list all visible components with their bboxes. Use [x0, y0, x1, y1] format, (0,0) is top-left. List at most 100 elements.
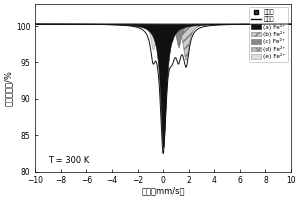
- Point: [189, 40, 194, 43]
- Point: [45, 22, 50, 25]
- Point: [66, 24, 70, 27]
- Point: [82, 22, 87, 25]
- Point: [76, 23, 81, 26]
- Point: [180, 50, 185, 53]
- Point: [140, 26, 144, 29]
- Point: [118, 25, 122, 28]
- Point: [113, 27, 118, 30]
- Point: [84, 23, 89, 27]
- Point: [267, 25, 272, 28]
- Point: [100, 23, 105, 26]
- Point: [223, 24, 227, 27]
- Point: [102, 20, 106, 23]
- Y-axis label: 相对透射率/%: 相对透射率/%: [4, 70, 13, 106]
- Point: [272, 24, 277, 28]
- Point: [154, 62, 159, 65]
- Point: [196, 25, 201, 28]
- Point: [48, 22, 52, 25]
- Point: [263, 23, 268, 26]
- Point: [128, 21, 133, 25]
- Point: [260, 19, 265, 22]
- Point: [286, 19, 291, 22]
- Point: [275, 24, 280, 28]
- Point: [199, 27, 204, 31]
- Point: [167, 67, 172, 70]
- Point: [74, 19, 78, 22]
- Point: [209, 25, 214, 29]
- Point: [61, 23, 65, 26]
- Point: [268, 23, 272, 26]
- Point: [273, 21, 278, 25]
- Point: [91, 23, 96, 26]
- Point: [181, 56, 185, 59]
- Point: [45, 22, 50, 25]
- Point: [103, 24, 108, 27]
- Point: [211, 21, 216, 25]
- Point: [220, 28, 225, 31]
- Point: [126, 25, 130, 29]
- Point: [220, 22, 225, 25]
- Point: [120, 26, 125, 29]
- Point: [224, 24, 228, 27]
- Point: [144, 32, 149, 36]
- Point: [87, 24, 92, 27]
- Point: [33, 22, 38, 26]
- Point: [182, 61, 187, 64]
- Point: [56, 26, 61, 30]
- Point: [156, 74, 161, 77]
- Point: [244, 21, 248, 24]
- Point: [54, 22, 59, 25]
- Point: [281, 25, 286, 28]
- Point: [149, 54, 154, 57]
- Point: [190, 34, 195, 37]
- Point: [148, 47, 153, 50]
- Point: [70, 24, 75, 27]
- Point: [121, 22, 125, 26]
- Point: [155, 72, 160, 75]
- Point: [110, 25, 115, 28]
- Point: [145, 39, 150, 42]
- Point: [286, 30, 291, 33]
- Point: [252, 25, 256, 28]
- Point: [82, 21, 86, 24]
- Point: [43, 27, 48, 30]
- Point: [116, 27, 121, 30]
- Point: [131, 22, 136, 26]
- Point: [95, 24, 100, 27]
- Point: [97, 26, 101, 29]
- Point: [232, 22, 236, 25]
- Point: [62, 21, 67, 24]
- Point: [101, 27, 106, 30]
- Point: [235, 23, 240, 26]
- Point: [255, 23, 260, 27]
- X-axis label: 速度（mm/s）: 速度（mm/s）: [141, 187, 185, 196]
- Point: [60, 21, 65, 24]
- Point: [274, 25, 279, 28]
- Point: [174, 57, 179, 61]
- Point: [65, 22, 70, 25]
- Point: [124, 25, 128, 28]
- Point: [265, 23, 269, 26]
- Point: [103, 23, 107, 26]
- Point: [154, 58, 159, 61]
- Point: [207, 20, 212, 24]
- Point: [184, 62, 189, 66]
- Point: [267, 20, 272, 23]
- Point: [182, 57, 187, 60]
- Point: [222, 21, 227, 25]
- Point: [216, 24, 221, 27]
- Point: [198, 27, 203, 30]
- Point: [170, 61, 175, 64]
- Point: [47, 24, 52, 27]
- Point: [277, 26, 282, 29]
- Point: [260, 20, 264, 24]
- Point: [88, 21, 92, 25]
- Point: [235, 21, 240, 24]
- Point: [74, 24, 79, 27]
- Point: [137, 22, 142, 25]
- Point: [258, 24, 263, 27]
- Point: [247, 23, 251, 26]
- Point: [259, 25, 264, 28]
- Point: [82, 26, 87, 29]
- Point: [86, 25, 91, 28]
